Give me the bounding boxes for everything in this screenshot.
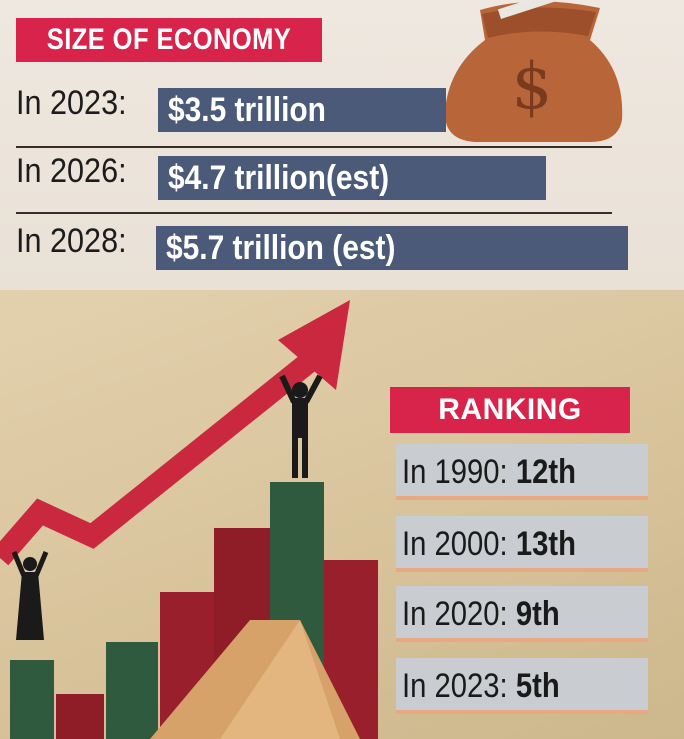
- ranking-row-2023: In 2023: 5th: [396, 658, 648, 714]
- growth-bar: [10, 660, 54, 739]
- ranking-year: In 1990:: [402, 453, 508, 491]
- economy-value-2023: $3.5 trillion: [158, 88, 446, 132]
- growth-illustration: [0, 300, 378, 739]
- ranking-year: In 2000:: [402, 525, 508, 563]
- paper-mountain: [220, 620, 340, 739]
- divider: [16, 146, 612, 148]
- ranking-value: 9th: [515, 595, 560, 633]
- person-figure: [11, 551, 49, 640]
- economy-year-2023: In 2023:: [16, 84, 127, 122]
- ranking-value: 12th: [515, 453, 576, 491]
- ranking-year: In 2020:: [402, 595, 508, 633]
- ranking-row-2000: In 2000: 13th: [396, 516, 648, 572]
- ranking-value: 5th: [515, 667, 560, 705]
- person-figure: [279, 374, 323, 478]
- divider: [16, 212, 612, 214]
- economy-year-2026: In 2026:: [16, 152, 127, 190]
- economy-year-2028: In 2028:: [16, 222, 127, 260]
- ranking-year: In 2023:: [402, 667, 508, 705]
- money-bag-icon: $: [444, 0, 623, 143]
- growth-arrow: [0, 341, 331, 566]
- growth-arrow-head: [278, 300, 350, 390]
- growth-bar: [56, 694, 104, 739]
- ranking-row-2020: In 2020: 9th: [396, 586, 648, 642]
- money-bag-symbol: $: [512, 50, 553, 124]
- economy-value-2026: $4.7 trillion(est): [158, 156, 546, 200]
- ranking-title: RANKING: [390, 387, 630, 433]
- ranking-row-1990: In 1990: 12th: [396, 444, 648, 500]
- size-of-economy-title: SIZE OF ECONOMY: [16, 18, 322, 62]
- growth-bar: [106, 642, 158, 739]
- economy-value-2028: $5.7 trillion (est): [156, 226, 628, 270]
- ranking-value: 13th: [515, 525, 576, 563]
